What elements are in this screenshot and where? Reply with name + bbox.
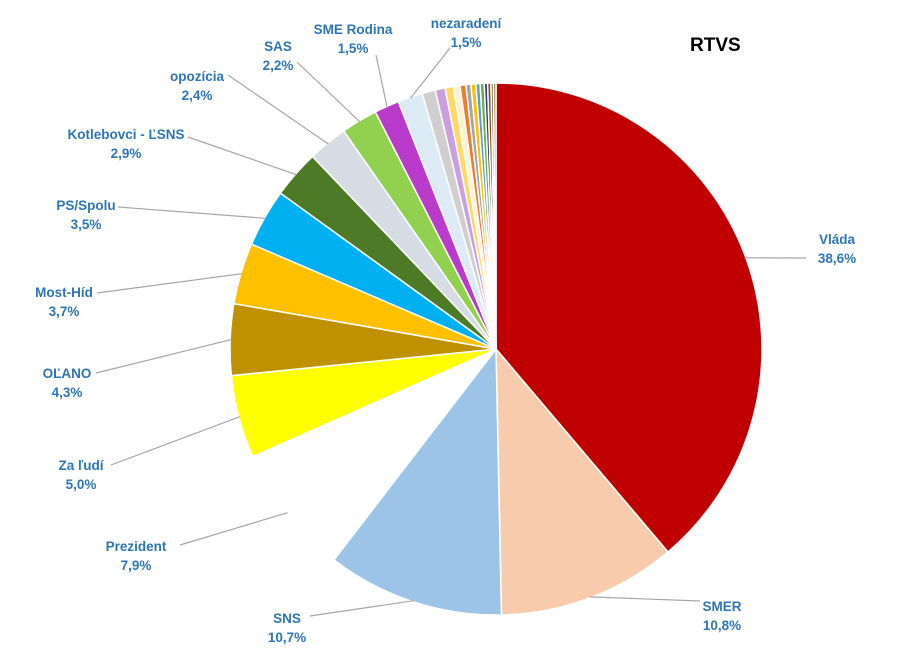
pie-slice-sns [332, 346, 503, 616]
slice-value-label: 3,5% [71, 217, 102, 232]
slice-value-label: 7,9% [121, 558, 152, 573]
slice-label: PS/Spolu [56, 198, 115, 213]
leader-line [375, 54, 388, 108]
leader-line [96, 273, 242, 294]
data-labels: Vláda 38,6% SMER 10,8% SNS 10,7% Prezident 7,9%… [35, 16, 856, 645]
leader-line [117, 206, 266, 219]
slice-value-label: 3,7% [49, 304, 80, 319]
slice-label: Prezident [106, 539, 167, 554]
leader-line [95, 339, 232, 374]
slice-label: SME Rodina [314, 22, 393, 37]
leader-lines [95, 47, 807, 617]
leader-line [179, 512, 288, 546]
slice-label: SAS [264, 39, 292, 54]
chart-title: RTVS [690, 35, 741, 56]
slice-value-label: 2,9% [111, 146, 142, 161]
slice-label: SNS [273, 611, 301, 626]
slice-value-label: 2,4% [182, 88, 213, 103]
leader-line [309, 600, 414, 617]
slice-label: Most-Híd [35, 285, 93, 300]
slice-label: Za ľudí [59, 458, 105, 473]
slice-value-label: 38,6% [818, 251, 856, 266]
leader-line [410, 47, 451, 99]
slice-value-label: 10,8% [703, 618, 741, 633]
leader-line [227, 74, 329, 145]
slice-label: OĽANO [43, 366, 92, 381]
slice-value-label: 10,7% [268, 630, 306, 645]
leader-line [187, 136, 297, 176]
pie-slice-minor-25 [492, 82, 497, 350]
slice-value-label: 4,3% [52, 385, 83, 400]
leader-line [110, 416, 241, 466]
slice-label: Vláda [819, 232, 856, 247]
slice-value-label: 1,5% [338, 41, 369, 56]
leader-line [296, 61, 361, 123]
pie-slices [229, 82, 763, 616]
slice-value-label: 2,2% [263, 58, 294, 73]
pie-slice-smer [495, 346, 670, 616]
leader-line [589, 596, 701, 602]
slice-label: nezaradení [431, 16, 503, 31]
slice-label: opozícia [170, 69, 224, 84]
slice-label: SMER [702, 599, 741, 614]
slice-value-label: 1,5% [451, 35, 482, 50]
slice-value-label: 5,0% [66, 477, 97, 492]
slice-label: Kotlebovci - ĽSNS [67, 127, 184, 142]
